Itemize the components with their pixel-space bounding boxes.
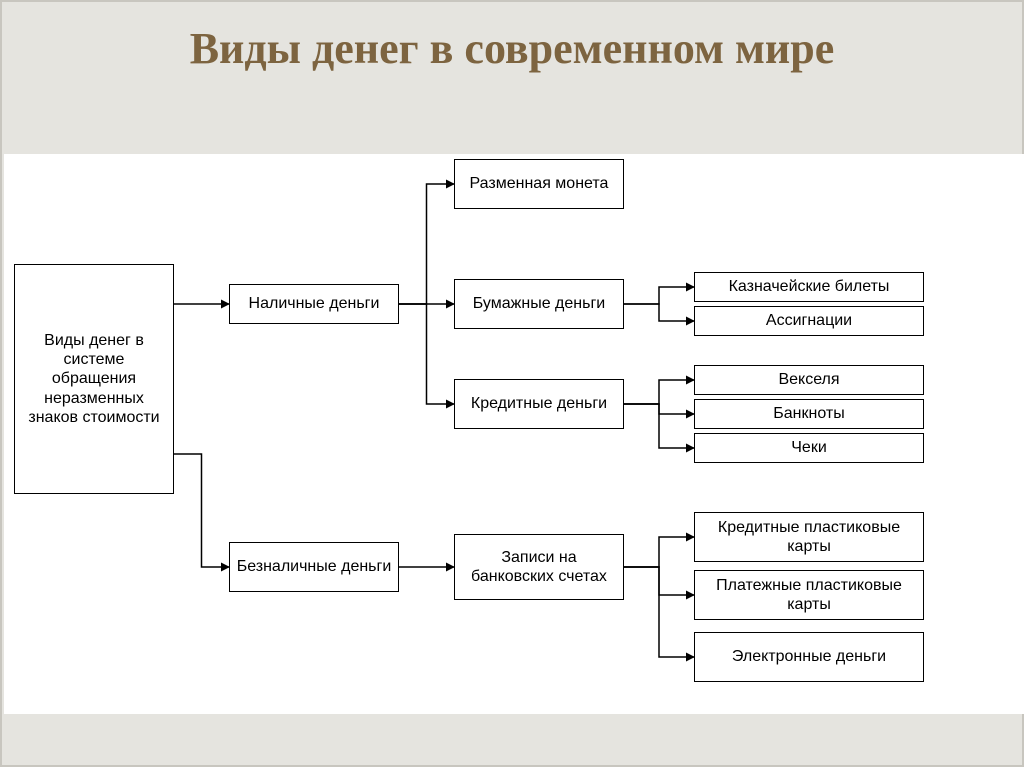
node-bankn: Банкноты xyxy=(694,399,924,429)
edge-paper-treas xyxy=(624,287,694,304)
edge-bank-emoney xyxy=(624,567,694,657)
edge-cash-coin xyxy=(399,184,454,304)
edge-bank-ccard xyxy=(624,537,694,567)
node-bank: Записи на банковских счетах xyxy=(454,534,624,600)
node-paper: Бумажные деньги xyxy=(454,279,624,329)
node-assig: Ассигнации xyxy=(694,306,924,336)
node-noncash: Безналичные деньги xyxy=(229,542,399,592)
node-vexel: Векселя xyxy=(694,365,924,395)
edge-cash-credit xyxy=(399,304,454,404)
slide-background: Виды денег в современном мире Виды денег… xyxy=(0,0,1024,767)
edge-credit-vexel xyxy=(624,380,694,404)
node-root: Виды денег в системе обращения неразменн… xyxy=(14,264,174,494)
slide-title: Виды денег в современном мире xyxy=(2,24,1022,75)
node-emoney: Электронные деньги xyxy=(694,632,924,682)
node-cash: Наличные деньги xyxy=(229,284,399,324)
node-credit: Кредитные деньги xyxy=(454,379,624,429)
node-pcard: Платежные пластиковые карты xyxy=(694,570,924,620)
diagram-canvas: Виды денег в системе обращения неразменн… xyxy=(4,154,1024,714)
node-cheque: Чеки xyxy=(694,433,924,463)
node-treas: Казначейские билеты xyxy=(694,272,924,302)
edge-root-noncash xyxy=(174,454,229,567)
edge-credit-cheque xyxy=(624,404,694,448)
edge-paper-assig xyxy=(624,304,694,321)
node-ccard: Кредитные пластиковые карты xyxy=(694,512,924,562)
node-coin: Разменная монета xyxy=(454,159,624,209)
